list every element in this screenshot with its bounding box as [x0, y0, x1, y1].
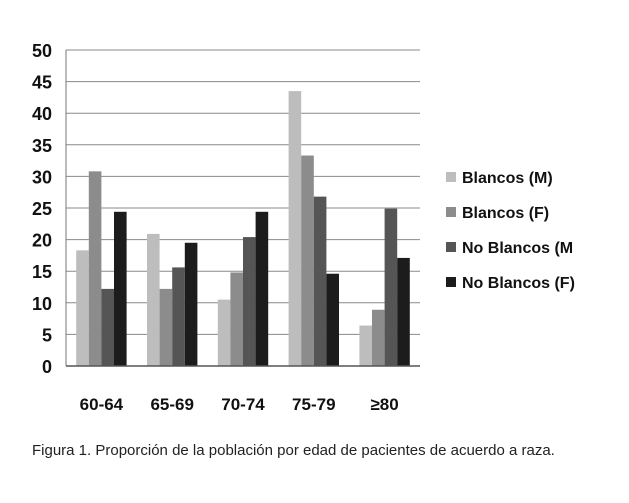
bar	[159, 288, 173, 366]
bar-chart: 0 5 10 15 20 25 30 35 40 45 50 60-64 65-69 70-74 75-7…	[32, 41, 575, 414]
x-tick-label: ≥80	[370, 395, 398, 414]
x-tick-label: 75-79	[292, 395, 335, 414]
bar	[397, 257, 410, 366]
y-tick-label: 25	[32, 199, 52, 219]
bar	[184, 242, 198, 366]
legend-label: No Blancos (F)	[462, 275, 575, 292]
bar	[326, 273, 339, 366]
legend-label: Blancos (M)	[462, 170, 553, 187]
bar	[101, 288, 114, 366]
bar	[147, 233, 160, 366]
y-tick-label: 15	[32, 262, 52, 282]
x-axis	[65, 50, 420, 367]
x-tick-label: 60-64	[80, 395, 124, 414]
legend-swatch	[446, 277, 456, 287]
legend-swatch	[446, 207, 456, 217]
y-tick-label: 5	[42, 325, 52, 345]
bar	[76, 250, 89, 366]
bar	[301, 155, 314, 366]
y-tick-label: 30	[32, 167, 52, 187]
legend-swatch	[446, 172, 456, 182]
bar	[230, 272, 243, 366]
bars	[76, 91, 410, 366]
bar	[384, 208, 398, 366]
bar	[372, 309, 385, 366]
bar	[114, 211, 127, 366]
bar	[288, 91, 302, 366]
bar	[172, 267, 185, 366]
bar	[243, 237, 256, 366]
legend-label: Blancos (F)	[462, 205, 549, 222]
bar	[313, 196, 327, 366]
legend: Blancos (M) Blancos (F) No Blancos (M No Bl…	[446, 170, 575, 292]
x-tick-label: 70-74	[221, 395, 265, 414]
bar	[255, 211, 269, 366]
figure-caption: Figura 1. Proporción de la población por…	[32, 442, 555, 459]
bar	[359, 325, 372, 366]
legend-swatch	[446, 242, 456, 252]
y-tick-label: 0	[42, 357, 52, 377]
x-axis-ticks: 60-64 65-69 70-74 75-79 ≥80	[80, 395, 399, 414]
x-tick-label: 65-69	[150, 395, 193, 414]
legend-label: No Blancos (M	[462, 240, 573, 257]
y-tick-label: 35	[32, 136, 52, 156]
bar	[217, 299, 231, 366]
y-tick-label: 50	[32, 41, 52, 61]
bar	[88, 171, 102, 366]
y-tick-label: 40	[32, 104, 52, 124]
y-tick-label: 10	[32, 294, 52, 314]
y-axis-ticks: 0 5 10 15 20 25 30 35 40 45 50	[32, 41, 52, 377]
y-tick-label: 20	[32, 231, 52, 251]
y-tick-label: 45	[32, 73, 52, 93]
